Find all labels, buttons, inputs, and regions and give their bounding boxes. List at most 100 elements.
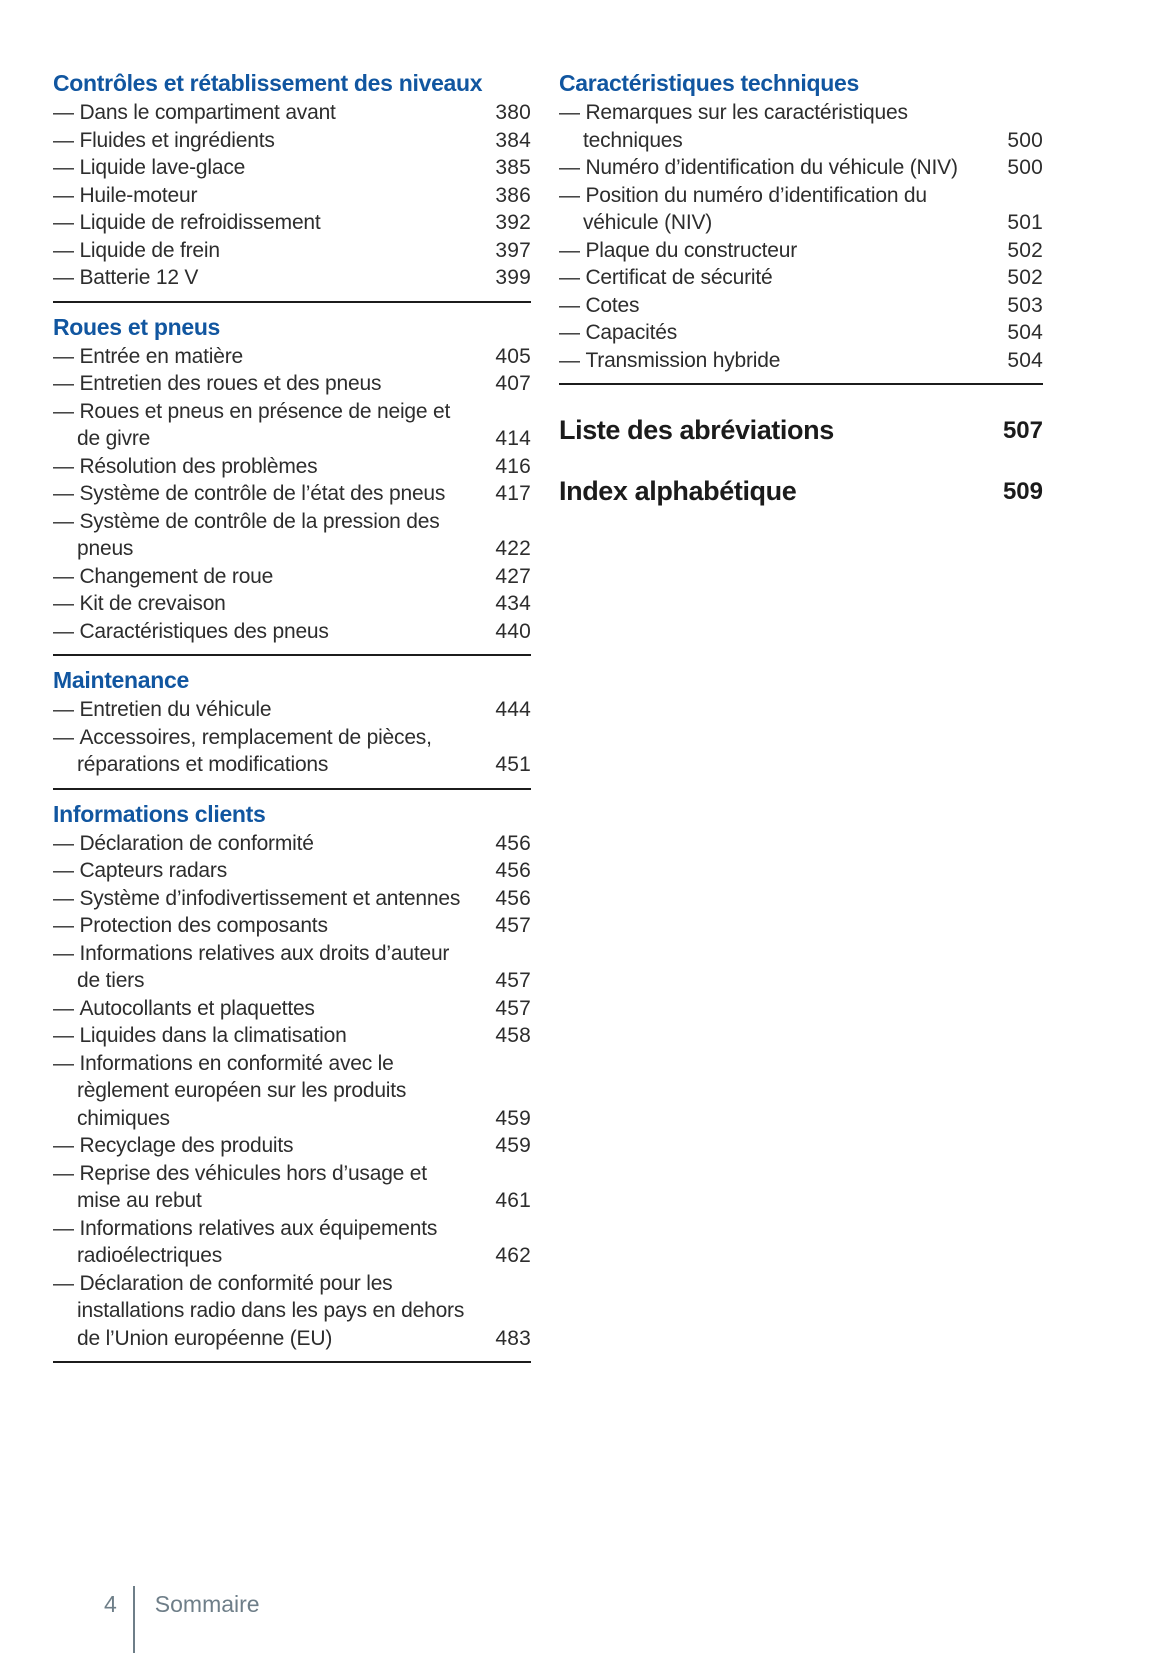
- entry-label: Numéro d’identification du véhicule (NIV…: [559, 154, 979, 182]
- entry-page-number: 456: [495, 886, 531, 910]
- entry-page-number: 501: [1007, 211, 1043, 234]
- toc-entry[interactable]: Cotes 503: [559, 292, 1043, 320]
- toc-entry[interactable]: Fluides et ingrédients 384: [53, 127, 531, 155]
- entry-page-number: 427: [495, 564, 531, 588]
- entry-page-number: 504: [1007, 348, 1043, 372]
- entry-page-number: 386: [495, 183, 531, 207]
- entry-page-number: 459: [495, 1106, 531, 1130]
- toc-entry[interactable]: Transmission hybride 504: [559, 347, 1043, 375]
- toc-entry[interactable]: Capacités 504: [559, 319, 1043, 347]
- entry-page-number: 462: [495, 1244, 531, 1267]
- toc-entry[interactable]: Numéro d’identification du véhicule (NIV…: [559, 154, 1043, 182]
- entry-label: Résolution des problèmes: [53, 453, 467, 481]
- entry-label: Fluides et ingrédients: [53, 127, 467, 155]
- toc-entry[interactable]: Roues et pneus en présence de neige et d…: [53, 398, 531, 453]
- toc-entry[interactable]: Batterie 12 V 399: [53, 264, 531, 292]
- entry-label: Accessoires, remplacement de pièces, rép…: [53, 724, 467, 779]
- toc-entry[interactable]: Liquide lave-glace 385: [53, 154, 531, 182]
- entry-page-number: 483: [495, 1326, 531, 1350]
- toc-entry[interactable]: Remarques sur les caractéristiques techn…: [559, 99, 1043, 154]
- toc-entry[interactable]: Autocollants et plaquettes 457: [53, 995, 531, 1023]
- entry-page-number: 503: [1007, 293, 1043, 317]
- section-entries: Remarques sur les caractéristiques techn…: [559, 99, 1043, 374]
- toc-entry[interactable]: Plaque du constructeur 502: [559, 237, 1043, 265]
- page-footer: 4 Sommaire: [104, 1586, 260, 1653]
- section-title: Informations clients: [53, 800, 266, 827]
- toc-entry[interactable]: Caractéristiques des pneus 440: [53, 618, 531, 646]
- entry-label: Autocollants et plaquettes: [53, 995, 467, 1023]
- entry-page-number: 440: [495, 619, 531, 643]
- toc-entry[interactable]: Liquide de frein 397: [53, 237, 531, 265]
- toc-entry[interactable]: Informations relatives aux droits d’aute…: [53, 940, 531, 995]
- toc-entry[interactable]: Entrée en matière 405: [53, 343, 531, 371]
- toc-entry[interactable]: Dans le compartiment avant 380: [53, 99, 531, 127]
- entry-label: Remarques sur les caractéristiques techn…: [559, 99, 979, 154]
- toc-entry[interactable]: Informations en conformité avec le règle…: [53, 1050, 531, 1133]
- toc-entry[interactable]: Déclaration de conformité 456: [53, 830, 531, 858]
- toc-entry[interactable]: Huile-moteur 386: [53, 182, 531, 210]
- section-title: Contrôles et rétablissement des niveaux: [53, 70, 483, 96]
- entry-label: Cotes: [559, 292, 979, 320]
- entry-page-number: 504: [1007, 321, 1043, 344]
- section-title: Maintenance: [53, 667, 190, 693]
- major-entry-title: Liste des abréviations: [559, 415, 834, 445]
- entry-label: Changement de roue: [53, 563, 467, 591]
- toc-entry[interactable]: Kit de crevaison 434: [53, 590, 531, 618]
- section-entries: Entretien du véhicule 444 Accessoires, r…: [53, 696, 531, 779]
- footer-page-number: 4: [104, 1591, 117, 1617]
- toc-entry[interactable]: Système d’infodivertissement et antennes…: [53, 885, 531, 913]
- toc-entry[interactable]: Résolution des problèmes 416: [53, 453, 531, 481]
- toc-entry[interactable]: Informations relatives aux équipements r…: [53, 1215, 531, 1270]
- toc-entry[interactable]: Système de contrôle de l’état des pneus …: [53, 480, 531, 508]
- toc-section: Informations clients Déclaration de conf…: [53, 800, 531, 1363]
- toc-section: Caractéristiques techniques Remarques su…: [559, 70, 1043, 385]
- toc-major-entry[interactable]: Index alphabétique 509: [559, 476, 1043, 507]
- entry-label: Plaque du constructeur: [559, 237, 979, 265]
- toc-entry[interactable]: Recyclage des produits 459: [53, 1132, 531, 1160]
- toc-entry[interactable]: Reprise des véhicules hors d’usage et mi…: [53, 1160, 531, 1215]
- entry-page-number: 380: [495, 101, 531, 124]
- entry-label: Système de contrôle de la pression des p…: [53, 508, 467, 563]
- section-title: Roues et pneus: [53, 313, 221, 340]
- entry-label: Système de contrôle de l’état des pneus: [53, 480, 467, 508]
- entry-label: Liquide de refroidissement: [53, 209, 467, 237]
- entry-page-number: 405: [495, 344, 531, 368]
- section-entries: Dans le compartiment avant 380 Fluides e…: [53, 99, 531, 292]
- entry-label: Système d’infodivertissement et antennes: [53, 885, 467, 913]
- entry-page-number: 384: [495, 128, 531, 152]
- entry-label: Roues et pneus en présence de neige et d…: [53, 398, 467, 453]
- toc-entry[interactable]: Système de contrôle de la pression des p…: [53, 508, 531, 563]
- entry-label: Dans le compartiment avant: [53, 99, 467, 127]
- toc-entry[interactable]: Liquide de refroidissement 392: [53, 209, 531, 237]
- toc-entry[interactable]: Certificat de sécurité 502: [559, 264, 1043, 292]
- toc-entry[interactable]: Changement de roue 427: [53, 563, 531, 591]
- toc-column-left: Contrôles et rétablissement des niveaux …: [53, 70, 531, 1374]
- entry-label: Huile-moteur: [53, 182, 467, 210]
- entry-label: Liquides dans la climatisation: [53, 1022, 467, 1050]
- toc-entry[interactable]: Entretien du véhicule 444: [53, 696, 531, 724]
- entry-page-number: 414: [495, 427, 531, 450]
- entry-label: Capteurs radars: [53, 857, 467, 885]
- toc-entry[interactable]: Entretien des roues et des pneus 407: [53, 370, 531, 398]
- toc-entry[interactable]: Accessoires, remplacement de pièces, rép…: [53, 724, 531, 779]
- toc-entry[interactable]: Déclaration de conformité pour les insta…: [53, 1270, 531, 1353]
- toc-entry[interactable]: Capteurs radars 456: [53, 857, 531, 885]
- section-entries: Entrée en matière 405 Entretien des roue…: [53, 343, 531, 646]
- section-title: Caractéristiques techniques: [559, 70, 859, 96]
- toc-entry[interactable]: Protection des composants 457: [53, 912, 531, 940]
- entry-page-number: 500: [1007, 128, 1043, 152]
- entry-page-number: 434: [495, 592, 531, 615]
- entry-label: Entretien du véhicule: [53, 696, 467, 724]
- entry-label: Recyclage des produits: [53, 1132, 467, 1160]
- entry-page-number: 456: [495, 859, 531, 882]
- toc-entry[interactable]: Position du numéro d’identification du v…: [559, 182, 1043, 237]
- toc-major-entry[interactable]: Liste des abréviations 507: [559, 415, 1043, 446]
- entry-page-number: 451: [495, 753, 531, 776]
- entry-label: Entretien des roues et des pneus: [53, 370, 467, 398]
- entry-label: Déclaration de conformité: [53, 830, 467, 858]
- toc-column-right: Caractéristiques techniques Remarques su…: [559, 70, 1043, 507]
- toc-entry[interactable]: Liquides dans la climatisation 458: [53, 1022, 531, 1050]
- major-entry-title: Index alphabétique: [559, 476, 797, 506]
- entry-label: Informations relatives aux équipements r…: [53, 1215, 467, 1270]
